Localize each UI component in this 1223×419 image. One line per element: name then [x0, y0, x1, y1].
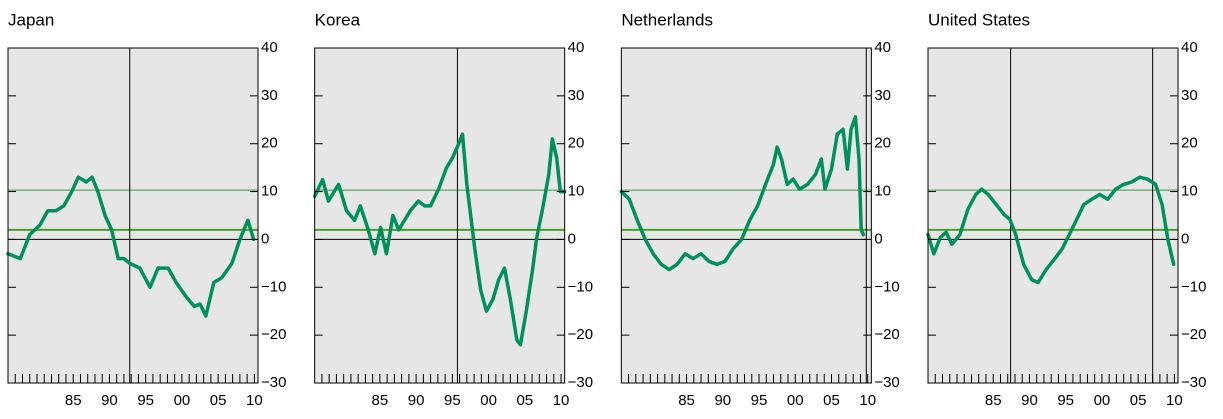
y-tick-label: −10	[1181, 278, 1206, 295]
x-tick-label: 00	[174, 392, 191, 409]
y-tick-label: −10	[568, 278, 593, 295]
y-tick-label: 20	[261, 135, 278, 152]
y-tick-label: 0	[261, 230, 269, 247]
plot-background	[928, 48, 1179, 383]
y-tick-label: −20	[874, 326, 899, 343]
y-tick-label: 0	[568, 230, 576, 247]
y-tick-label: 40	[1181, 39, 1198, 56]
y-tick-label: 10	[874, 183, 891, 200]
x-tick-label: 05	[516, 392, 533, 409]
plot-frame	[927, 47, 1179, 384]
data-line	[6, 175, 256, 318]
x-tick-label: 00	[787, 392, 804, 409]
y-tick-label: −20	[568, 326, 593, 343]
x-tick-label: 95	[444, 392, 461, 409]
y-tick-label: −10	[261, 278, 286, 295]
y-tick-label: 20	[1181, 135, 1198, 152]
y-tick-label: 30	[261, 87, 278, 104]
x-tick-label: 05	[1130, 392, 1147, 409]
x-tick-label: 00	[1094, 392, 1111, 409]
plot-frame	[620, 47, 872, 384]
panel-title: United States	[928, 10, 1030, 29]
x-tick-label: 95	[137, 392, 154, 409]
y-tick-label: −20	[1181, 326, 1206, 343]
plot-background	[8, 48, 258, 383]
plot-frame	[314, 47, 566, 384]
x-tick-label: 10	[859, 392, 876, 409]
y-tick-label: −30	[568, 374, 593, 391]
x-tick-label: 90	[101, 392, 118, 409]
x-tick-label: 85	[65, 392, 82, 409]
y-tick-label: −30	[261, 374, 286, 391]
x-tick-label: 00	[480, 392, 497, 409]
y-tick-label: −30	[874, 374, 899, 391]
x-tick-label: 05	[210, 392, 227, 409]
panel-title: Japan	[8, 10, 54, 29]
y-tick-label: 40	[568, 39, 585, 56]
y-tick-label: 30	[874, 87, 891, 104]
plot-frame	[7, 47, 259, 384]
panel-title: Korea	[315, 10, 361, 29]
x-tick-label: 95	[751, 392, 768, 409]
data-line	[619, 115, 866, 272]
y-tick-label: 10	[261, 183, 278, 200]
x-tick-label: 95	[1057, 392, 1074, 409]
x-tick-label: 85	[985, 392, 1002, 409]
panel-title: Netherlands	[621, 10, 713, 29]
y-tick-label: −30	[1181, 374, 1206, 391]
y-tick-label: 30	[568, 87, 585, 104]
x-tick-label: 85	[678, 392, 695, 409]
x-tick-label: 90	[1021, 392, 1038, 409]
x-tick-label: 85	[372, 392, 389, 409]
y-tick-label: 10	[568, 183, 585, 200]
y-tick-label: 40	[261, 39, 278, 56]
x-tick-label: 90	[408, 392, 425, 409]
x-tick-label: 10	[1166, 392, 1183, 409]
data-line	[926, 175, 1176, 285]
y-tick-label: 30	[1181, 87, 1198, 104]
x-tick-label: 10	[246, 392, 263, 409]
y-tick-label: 10	[1181, 183, 1198, 200]
y-tick-label: 20	[874, 135, 891, 152]
y-tick-label: −10	[874, 278, 899, 295]
y-tick-label: 40	[874, 39, 891, 56]
y-tick-label: 20	[568, 135, 585, 152]
x-tick-label: 90	[714, 392, 731, 409]
x-tick-label: 10	[553, 392, 570, 409]
y-tick-label: 0	[874, 230, 882, 247]
y-tick-label: −20	[261, 326, 286, 343]
x-tick-label: 05	[823, 392, 840, 409]
data-line	[312, 132, 567, 347]
plot-background	[621, 48, 872, 383]
y-tick-label: 0	[1181, 230, 1189, 247]
